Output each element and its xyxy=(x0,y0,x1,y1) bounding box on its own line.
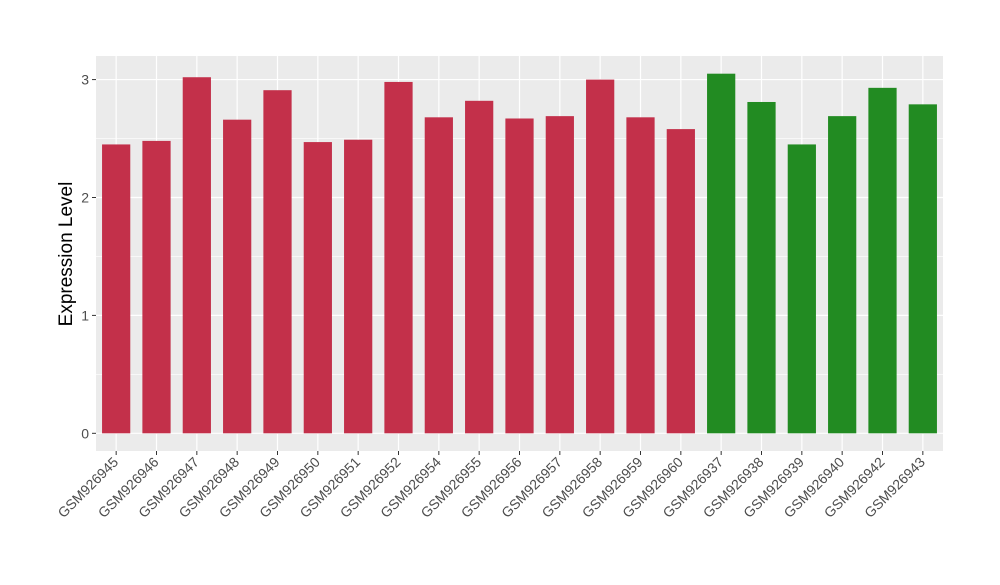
bar xyxy=(787,144,816,434)
y-axis: 0 1 2 3 xyxy=(81,72,96,441)
bar xyxy=(223,119,252,434)
y-tick-label: 3 xyxy=(81,72,89,88)
bar xyxy=(424,117,453,434)
bar xyxy=(142,140,171,434)
bar xyxy=(465,100,494,434)
bar xyxy=(868,87,897,434)
bar xyxy=(666,129,695,434)
y-tick-label: 0 xyxy=(81,425,89,441)
bar xyxy=(384,81,413,434)
bar xyxy=(828,116,857,434)
x-axis: GSM926945GSM926946GSM926947GSM926948GSM9… xyxy=(54,451,928,521)
bar xyxy=(182,77,211,434)
y-axis-label: Expression Level xyxy=(56,182,77,327)
bar xyxy=(545,116,574,434)
bar xyxy=(263,90,292,434)
bar xyxy=(908,104,937,434)
bar xyxy=(747,101,776,434)
bar xyxy=(102,144,131,434)
y-tick-label: 2 xyxy=(81,189,89,205)
bars xyxy=(102,73,937,434)
bar xyxy=(344,139,373,434)
bar xyxy=(626,117,655,434)
y-tick-label: 1 xyxy=(81,307,89,323)
bar xyxy=(505,118,534,434)
bar xyxy=(586,79,615,434)
bar xyxy=(303,142,332,434)
bar xyxy=(707,73,736,434)
